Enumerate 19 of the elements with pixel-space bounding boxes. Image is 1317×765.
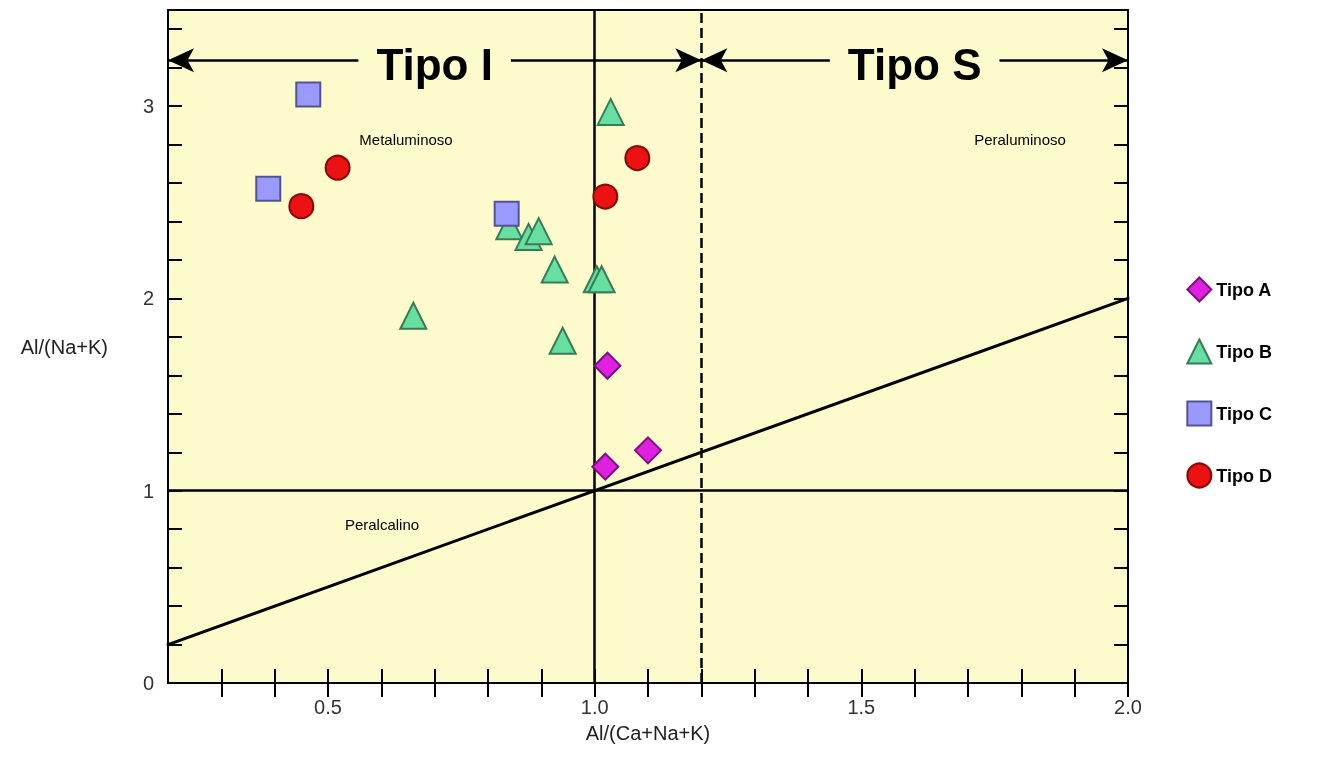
x-tick-label: 0.5	[314, 696, 342, 718]
x-tick-label: 1.5	[847, 696, 876, 718]
y-tick-label: 1	[142, 479, 154, 502]
annotation: Peraluminoso	[974, 130, 1066, 148]
y-tick-label: 2	[142, 287, 154, 310]
x-tick-label: 2.0	[1114, 696, 1142, 718]
legend-label: Tipo D	[1216, 465, 1273, 486]
annotation: Tipo I	[376, 39, 493, 89]
y-axis-title: Al/(Na+K)	[20, 335, 108, 358]
y-tick-label: 0	[142, 672, 154, 694]
x-tick-label: 1.0	[580, 696, 609, 718]
y-tick-label: 3	[142, 95, 154, 118]
annotation: Tipo S	[847, 39, 982, 89]
legend-label: Tipo A	[1216, 279, 1272, 300]
legend-label: Tipo B	[1216, 341, 1273, 362]
annotation: Peralcalino	[344, 515, 420, 533]
legend-label: Tipo C	[1216, 403, 1273, 424]
annotation: Metaluminoso	[359, 130, 453, 148]
x-axis-title: Al/(Ca+Na+K)	[585, 722, 711, 744]
